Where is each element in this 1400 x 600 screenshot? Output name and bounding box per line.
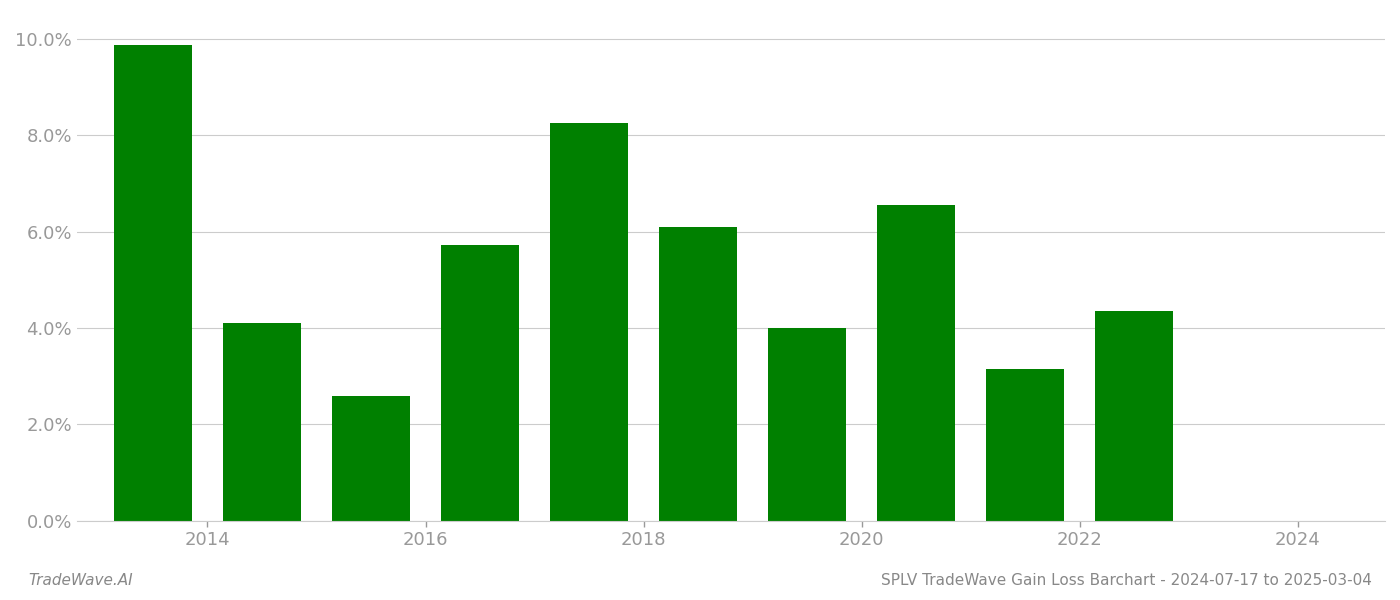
Bar <box>659 227 738 521</box>
Bar <box>332 397 410 521</box>
Text: TradeWave.AI: TradeWave.AI <box>28 573 133 588</box>
Bar <box>1095 311 1173 521</box>
Bar <box>767 328 847 521</box>
Bar <box>223 323 301 521</box>
Bar <box>550 124 629 521</box>
Bar <box>876 205 955 521</box>
Text: SPLV TradeWave Gain Loss Barchart - 2024-07-17 to 2025-03-04: SPLV TradeWave Gain Loss Barchart - 2024… <box>881 573 1372 588</box>
Bar <box>441 245 519 521</box>
Bar <box>986 369 1064 521</box>
Bar <box>113 45 192 521</box>
